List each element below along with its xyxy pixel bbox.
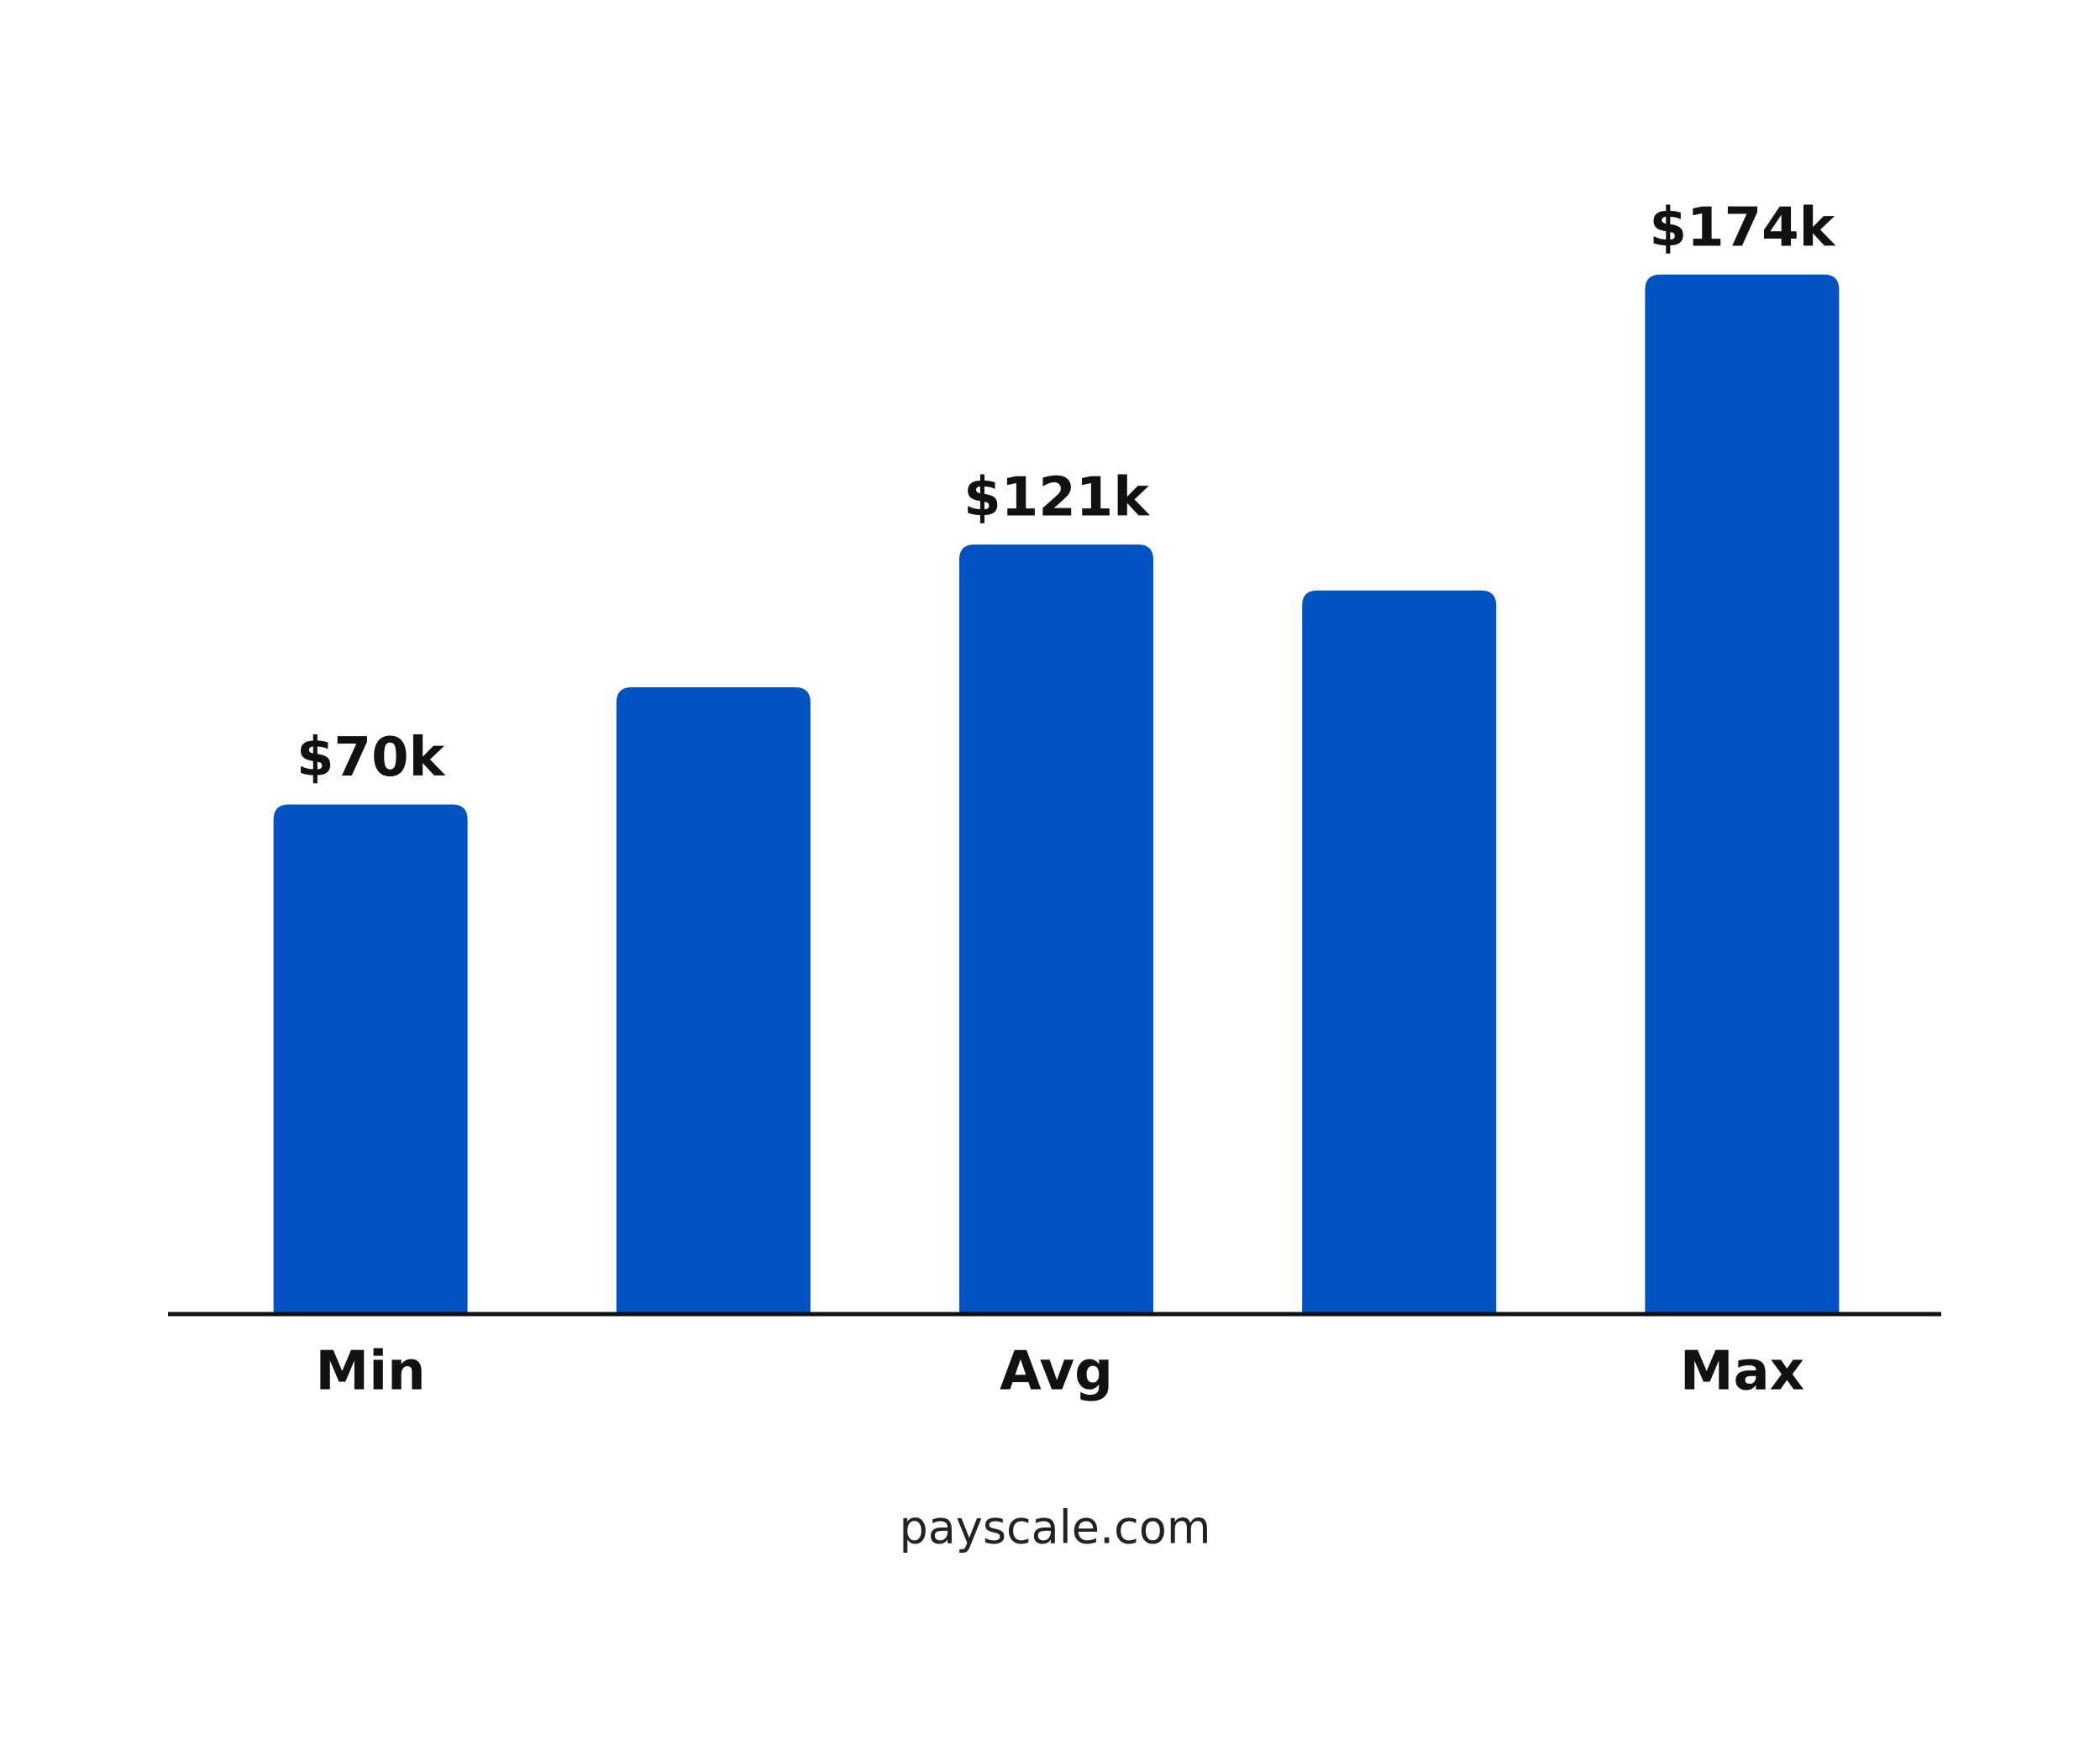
value-label: $70k: [297, 727, 446, 789]
bar: [616, 686, 811, 1314]
bar: [1645, 274, 1840, 1314]
bar: [273, 804, 468, 1314]
bar: [959, 544, 1153, 1314]
value-label: $121k: [963, 467, 1150, 529]
bar: [1302, 590, 1497, 1314]
x-tick-label: Max: [1680, 1341, 1804, 1403]
x-tick-label: Min: [316, 1341, 426, 1403]
source: payscale.com: [900, 1501, 1211, 1554]
value-label: $174k: [1650, 197, 1836, 259]
x-tick-label: Avg: [1000, 1341, 1113, 1403]
